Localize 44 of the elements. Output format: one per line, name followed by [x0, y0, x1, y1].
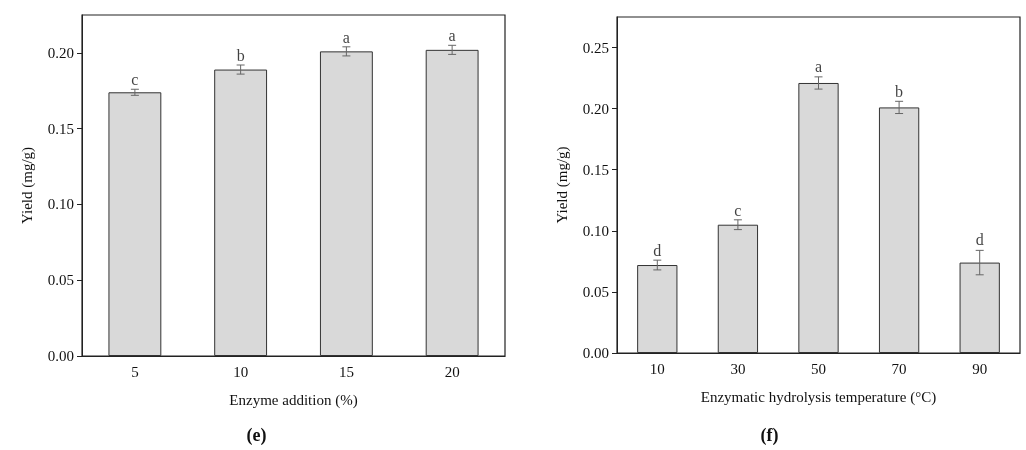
annotation: d [975, 231, 984, 249]
bar [878, 107, 920, 353]
y-tick-label: 0.20 [582, 100, 609, 117]
annotation: b [236, 46, 245, 64]
text: (e) [246, 425, 267, 446]
bar [108, 92, 162, 356]
y-tick-label: 0.10 [582, 222, 609, 239]
x-tick-label: 20 [444, 363, 460, 380]
y-tick-label: 0.25 [582, 39, 609, 56]
x-tick-label: 5 [131, 363, 139, 380]
y-tick-label: 0.10 [47, 196, 74, 213]
annotation: c [734, 201, 742, 219]
text: (f) [760, 425, 779, 446]
bar [959, 262, 1000, 353]
annotation: b [895, 82, 904, 100]
x-tick-label: 15 [338, 363, 354, 380]
annotation: a [814, 57, 823, 75]
y-tick-label: 0.15 [582, 161, 609, 178]
y-tick-label: 0.00 [582, 345, 609, 361]
x-tick-label: 90 [972, 360, 988, 377]
x-axis-title: Enzyme addition (%) [229, 391, 358, 409]
y-tick-label: 0.15 [47, 120, 74, 137]
x-tick-label: 10 [233, 363, 249, 380]
y-axis-title: Yield (mg/g) [553, 146, 571, 224]
bar [637, 265, 678, 353]
bar [214, 69, 268, 356]
y-tick-label: 0.05 [582, 283, 609, 300]
y-tick-label: 0.00 [47, 348, 74, 364]
annotation: a [448, 26, 456, 44]
x-tick-label: 30 [730, 360, 746, 377]
x-tick-label: 70 [891, 360, 907, 377]
annotation: a [342, 28, 350, 46]
y-tick-label: 0.05 [47, 272, 74, 289]
bar [319, 51, 373, 356]
bar [798, 82, 839, 353]
y-axis-title: Yield (mg/g) [18, 146, 36, 225]
bar [717, 224, 759, 353]
x-axis-title: Enzymatic hydrolysis temperature (°C) [700, 388, 937, 406]
x-tick-label: 10 [649, 360, 665, 377]
y-tick-label: 0.20 [47, 44, 74, 61]
bar [425, 49, 479, 356]
annotation: d [653, 242, 662, 260]
x-tick-label: 50 [811, 360, 826, 377]
annotation: c [131, 70, 139, 88]
